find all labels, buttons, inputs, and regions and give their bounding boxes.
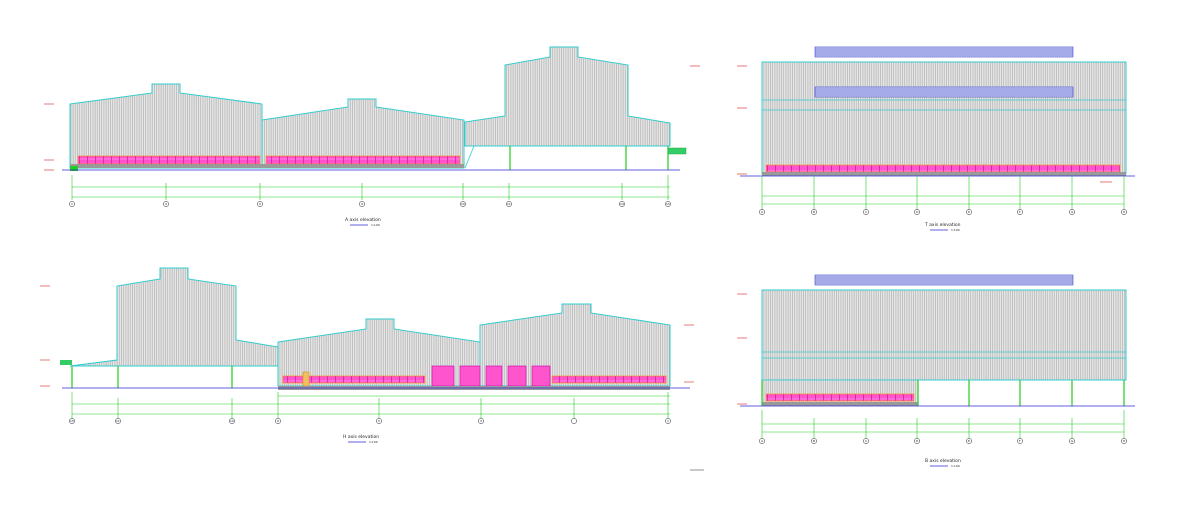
axis-label: 11 xyxy=(116,419,120,423)
axis-label: 4 xyxy=(165,202,167,206)
axis-bubbles-b xyxy=(759,438,1127,444)
scale-h: 1:100 xyxy=(369,440,378,444)
axis-label: 11 xyxy=(507,202,511,206)
window-band-left xyxy=(77,155,261,165)
window-band-middle xyxy=(265,155,461,165)
scale-a: 1:100 xyxy=(371,223,380,227)
axis-label: D xyxy=(916,210,919,214)
elevation-a: A axis elevation 1:100 xyxy=(44,46,700,227)
axis-label: F xyxy=(1019,439,1021,443)
hall-left-facade xyxy=(69,83,263,169)
axis-label: B xyxy=(813,210,815,214)
scale-b: 1:100 xyxy=(951,464,960,468)
doors-h xyxy=(431,365,551,387)
elevation-h: H axis elevation 1:100 xyxy=(40,267,694,444)
axis-bubbles-a xyxy=(69,201,671,207)
facade-t xyxy=(761,61,1127,175)
axis-label: C xyxy=(865,210,867,214)
axis-label: 14 xyxy=(620,202,624,206)
axis-label: 1 xyxy=(71,202,73,206)
axis-label: 15 xyxy=(70,419,74,423)
axis-label: C xyxy=(865,439,867,443)
axis-label: H xyxy=(1123,210,1125,214)
axis-label: 9 xyxy=(277,419,279,423)
title-b: B axis elevation xyxy=(925,458,961,464)
axis-label: A xyxy=(761,439,764,443)
window-band-h-2 xyxy=(551,375,667,384)
axis-label: A xyxy=(761,210,764,214)
window-band-t xyxy=(765,164,1121,173)
skylight-upper-t xyxy=(814,46,1074,58)
hall-high-facade xyxy=(464,46,671,147)
axis-label: H xyxy=(1123,439,1125,443)
axis-label: 9 xyxy=(361,202,363,206)
axis-label: F xyxy=(1019,210,1021,214)
elevation-b: B axis elevation 1:100 xyxy=(737,274,1135,468)
scale-t: 1:100 xyxy=(951,228,960,232)
elevation-t: T axis elevation 1:100 xyxy=(737,46,1135,232)
axis-label: E xyxy=(968,210,970,214)
axis-label: E xyxy=(968,439,970,443)
axis-label: 5 xyxy=(259,202,261,206)
title-t: T axis elevation xyxy=(924,222,961,228)
axis-label: D xyxy=(916,439,919,443)
axis-label: 10 xyxy=(461,202,465,206)
canopy-columns xyxy=(509,146,669,170)
axis-labels: 1 4 5 9 10 11 14 15 A B C D E F G H 15 1… xyxy=(70,202,1125,443)
window-band-b xyxy=(765,393,915,402)
hall-high-facade-h xyxy=(69,267,279,367)
axis-label: 15 xyxy=(666,202,670,206)
skylight-lower-t xyxy=(814,86,1074,98)
axis-bubbles-t xyxy=(759,209,1127,215)
level-markers-a xyxy=(44,65,700,171)
axis-bubbles-h xyxy=(69,418,671,424)
window-band-h-1 xyxy=(282,375,426,384)
axis-label: G xyxy=(1071,439,1074,443)
axis-label: 10 xyxy=(230,419,234,423)
axis-label: B xyxy=(813,439,815,443)
axis-label: 5 xyxy=(378,419,380,423)
title-h: H axis elevation xyxy=(343,434,379,440)
axis-label: G xyxy=(1071,210,1074,214)
skylight-b xyxy=(814,274,1074,286)
axis-label: 4 xyxy=(480,419,482,423)
facade-b xyxy=(761,289,1127,381)
axis-label: 1 xyxy=(667,419,669,423)
title-a: A axis elevation xyxy=(345,217,381,223)
